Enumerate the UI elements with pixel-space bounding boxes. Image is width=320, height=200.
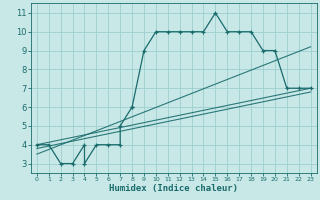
X-axis label: Humidex (Indice chaleur): Humidex (Indice chaleur) bbox=[109, 184, 238, 193]
